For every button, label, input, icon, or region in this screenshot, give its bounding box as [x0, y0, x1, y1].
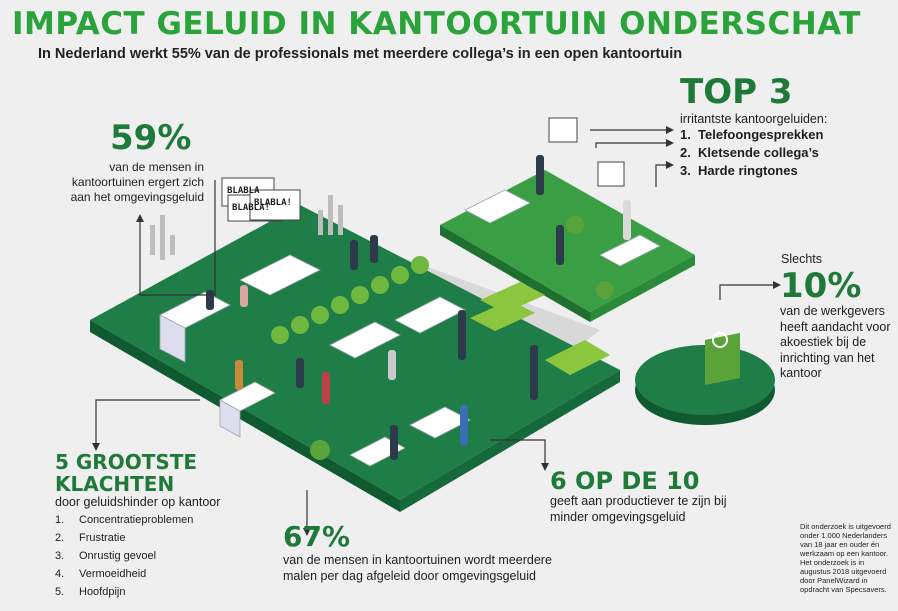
desk-side: [219, 399, 241, 438]
list-item: 5. Hoofdpijn: [55, 586, 126, 598]
speech-bubbles: [221, 117, 625, 222]
list-item: 2. Frustratie: [55, 532, 126, 544]
stat-59-value: 59%: [110, 118, 192, 158]
arrow-heads: [92, 126, 781, 536]
list-item: 1. Telefoongesprekken: [680, 127, 824, 142]
desk: [394, 296, 466, 334]
desk: [239, 254, 321, 296]
stair-step: [480, 282, 545, 313]
stat-10-prefix: Slechts: [781, 252, 822, 266]
desk-side: [159, 314, 186, 363]
stair-step: [470, 300, 535, 331]
desk: [329, 321, 401, 359]
stat-10-text: van de werkgevers heeft aandacht voor ak…: [780, 304, 891, 380]
upper-floor-edge-left: [440, 225, 590, 322]
page-subtitle: In Nederland werkt 55% van de profession…: [38, 46, 683, 62]
bubble-text: BLABLA!: [232, 203, 270, 213]
list-item: 3. Harde ringtones: [680, 163, 798, 178]
desk: [464, 189, 531, 224]
upper-floor-edge-right: [590, 255, 695, 322]
stat-6of10-value: 6 OP DE 10: [550, 467, 700, 495]
main-floor-edge-right: [400, 370, 620, 512]
pie-chart: [635, 332, 775, 425]
stat-67-value: 67%: [283, 520, 351, 553]
klachten-heading: 5 GROOTSTE KLACHTEN: [55, 450, 198, 496]
klachten-subtitle: door geluidshinder op kantoor: [55, 495, 221, 509]
list-item: 4. Vermoeidheid: [55, 568, 147, 580]
bubble-text: BLABLA!: [254, 198, 292, 208]
stat-10-value: 10%: [780, 266, 862, 306]
stat-67-text: van de mensen in kantoortuinen wordt mee…: [283, 553, 552, 583]
stat-6of10-text: geeft aan productiever te zijn bij minde…: [550, 494, 727, 524]
background-bars: [150, 195, 343, 260]
klachten-list: 1. Concentratieproblemen 2. Frustratie 3. O…: [55, 511, 193, 601]
list-item: 1. Concentratieproblemen: [55, 514, 194, 526]
top3-heading: TOP 3: [680, 72, 793, 112]
plant-row: [271, 216, 614, 460]
stat-59-text: van de mensen in kantoortuinen ergert zi…: [70, 160, 204, 204]
bubble-text: BLABLA: [227, 186, 260, 196]
people: [206, 155, 631, 460]
list-item: 2. Kletsende collega’s: [680, 145, 819, 160]
footnote: Dit onderzoek is uitgevoerd onder 1.000 …: [800, 522, 891, 594]
desk: [599, 234, 661, 267]
page-title: IMPACT GELUID IN KANTOORTUIN ONDERSCHAT: [12, 6, 861, 42]
connector-lines: [95, 129, 775, 530]
top3-list: 1. Telefoongesprekken 2. Kletsende collega…: [680, 126, 823, 180]
list-item: 3. Onrustig gevoel: [55, 550, 157, 562]
main-floor-edge-left: [90, 320, 400, 512]
meeting-booth: [545, 340, 610, 375]
top3-intro: irritantste kantoorgeluiden:: [680, 112, 828, 126]
desk: [409, 406, 471, 439]
